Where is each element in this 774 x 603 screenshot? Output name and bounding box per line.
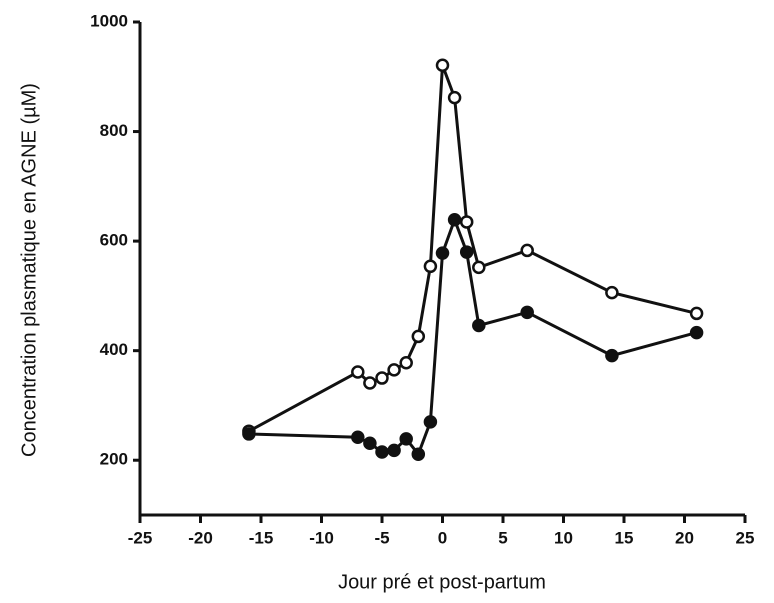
data-point (447, 212, 462, 227)
data-point (242, 427, 256, 441)
data-point (411, 447, 426, 461)
data-point (363, 436, 377, 450)
data-point (459, 245, 474, 259)
x-tick-label: 0 (438, 528, 447, 547)
data-point (423, 415, 438, 429)
data-point (520, 243, 534, 258)
data-point (520, 305, 534, 320)
x-tick-label: 20 (675, 528, 694, 547)
data-point (605, 285, 619, 300)
data-point (472, 260, 486, 275)
data-point (351, 430, 365, 444)
data-point (605, 348, 619, 363)
x-tick-label: 25 (736, 528, 755, 547)
data-point (399, 432, 413, 446)
x-tick-label: -25 (128, 528, 153, 547)
y-axis-label: Concentration plasmatique en AGNE (µM) (18, 83, 40, 457)
data-point (689, 325, 704, 340)
x-tick-label: -10 (309, 528, 334, 547)
data-point (447, 90, 462, 105)
data-point (435, 246, 450, 260)
data-point (472, 318, 486, 333)
data-point (411, 329, 426, 344)
y-tick-label: 400 (100, 340, 128, 359)
data-point (423, 259, 438, 274)
series-line (248, 64, 697, 433)
data-point (689, 306, 704, 321)
x-tick-label: -15 (249, 528, 274, 547)
x-tick-label: -5 (374, 528, 389, 547)
data-point (435, 58, 450, 73)
data-point (387, 363, 401, 377)
data-point (351, 365, 365, 379)
y-tick-label: 1000 (90, 11, 128, 30)
x-axis-label: Jour pré et post-partum (338, 571, 546, 593)
data-point (375, 445, 389, 459)
data-point (387, 443, 401, 458)
y-tick-label: 800 (100, 121, 128, 140)
y-tick-label: 600 (100, 231, 128, 250)
x-tick-label: 15 (615, 528, 634, 547)
x-tick-label: 10 (554, 528, 573, 547)
x-tick-label: -20 (188, 528, 213, 547)
data-point (363, 376, 377, 390)
data-point (459, 215, 474, 229)
data-point (399, 355, 413, 370)
data-point (375, 371, 389, 385)
y-tick-label: 200 (100, 450, 128, 469)
x-tick-label: 5 (498, 528, 507, 547)
